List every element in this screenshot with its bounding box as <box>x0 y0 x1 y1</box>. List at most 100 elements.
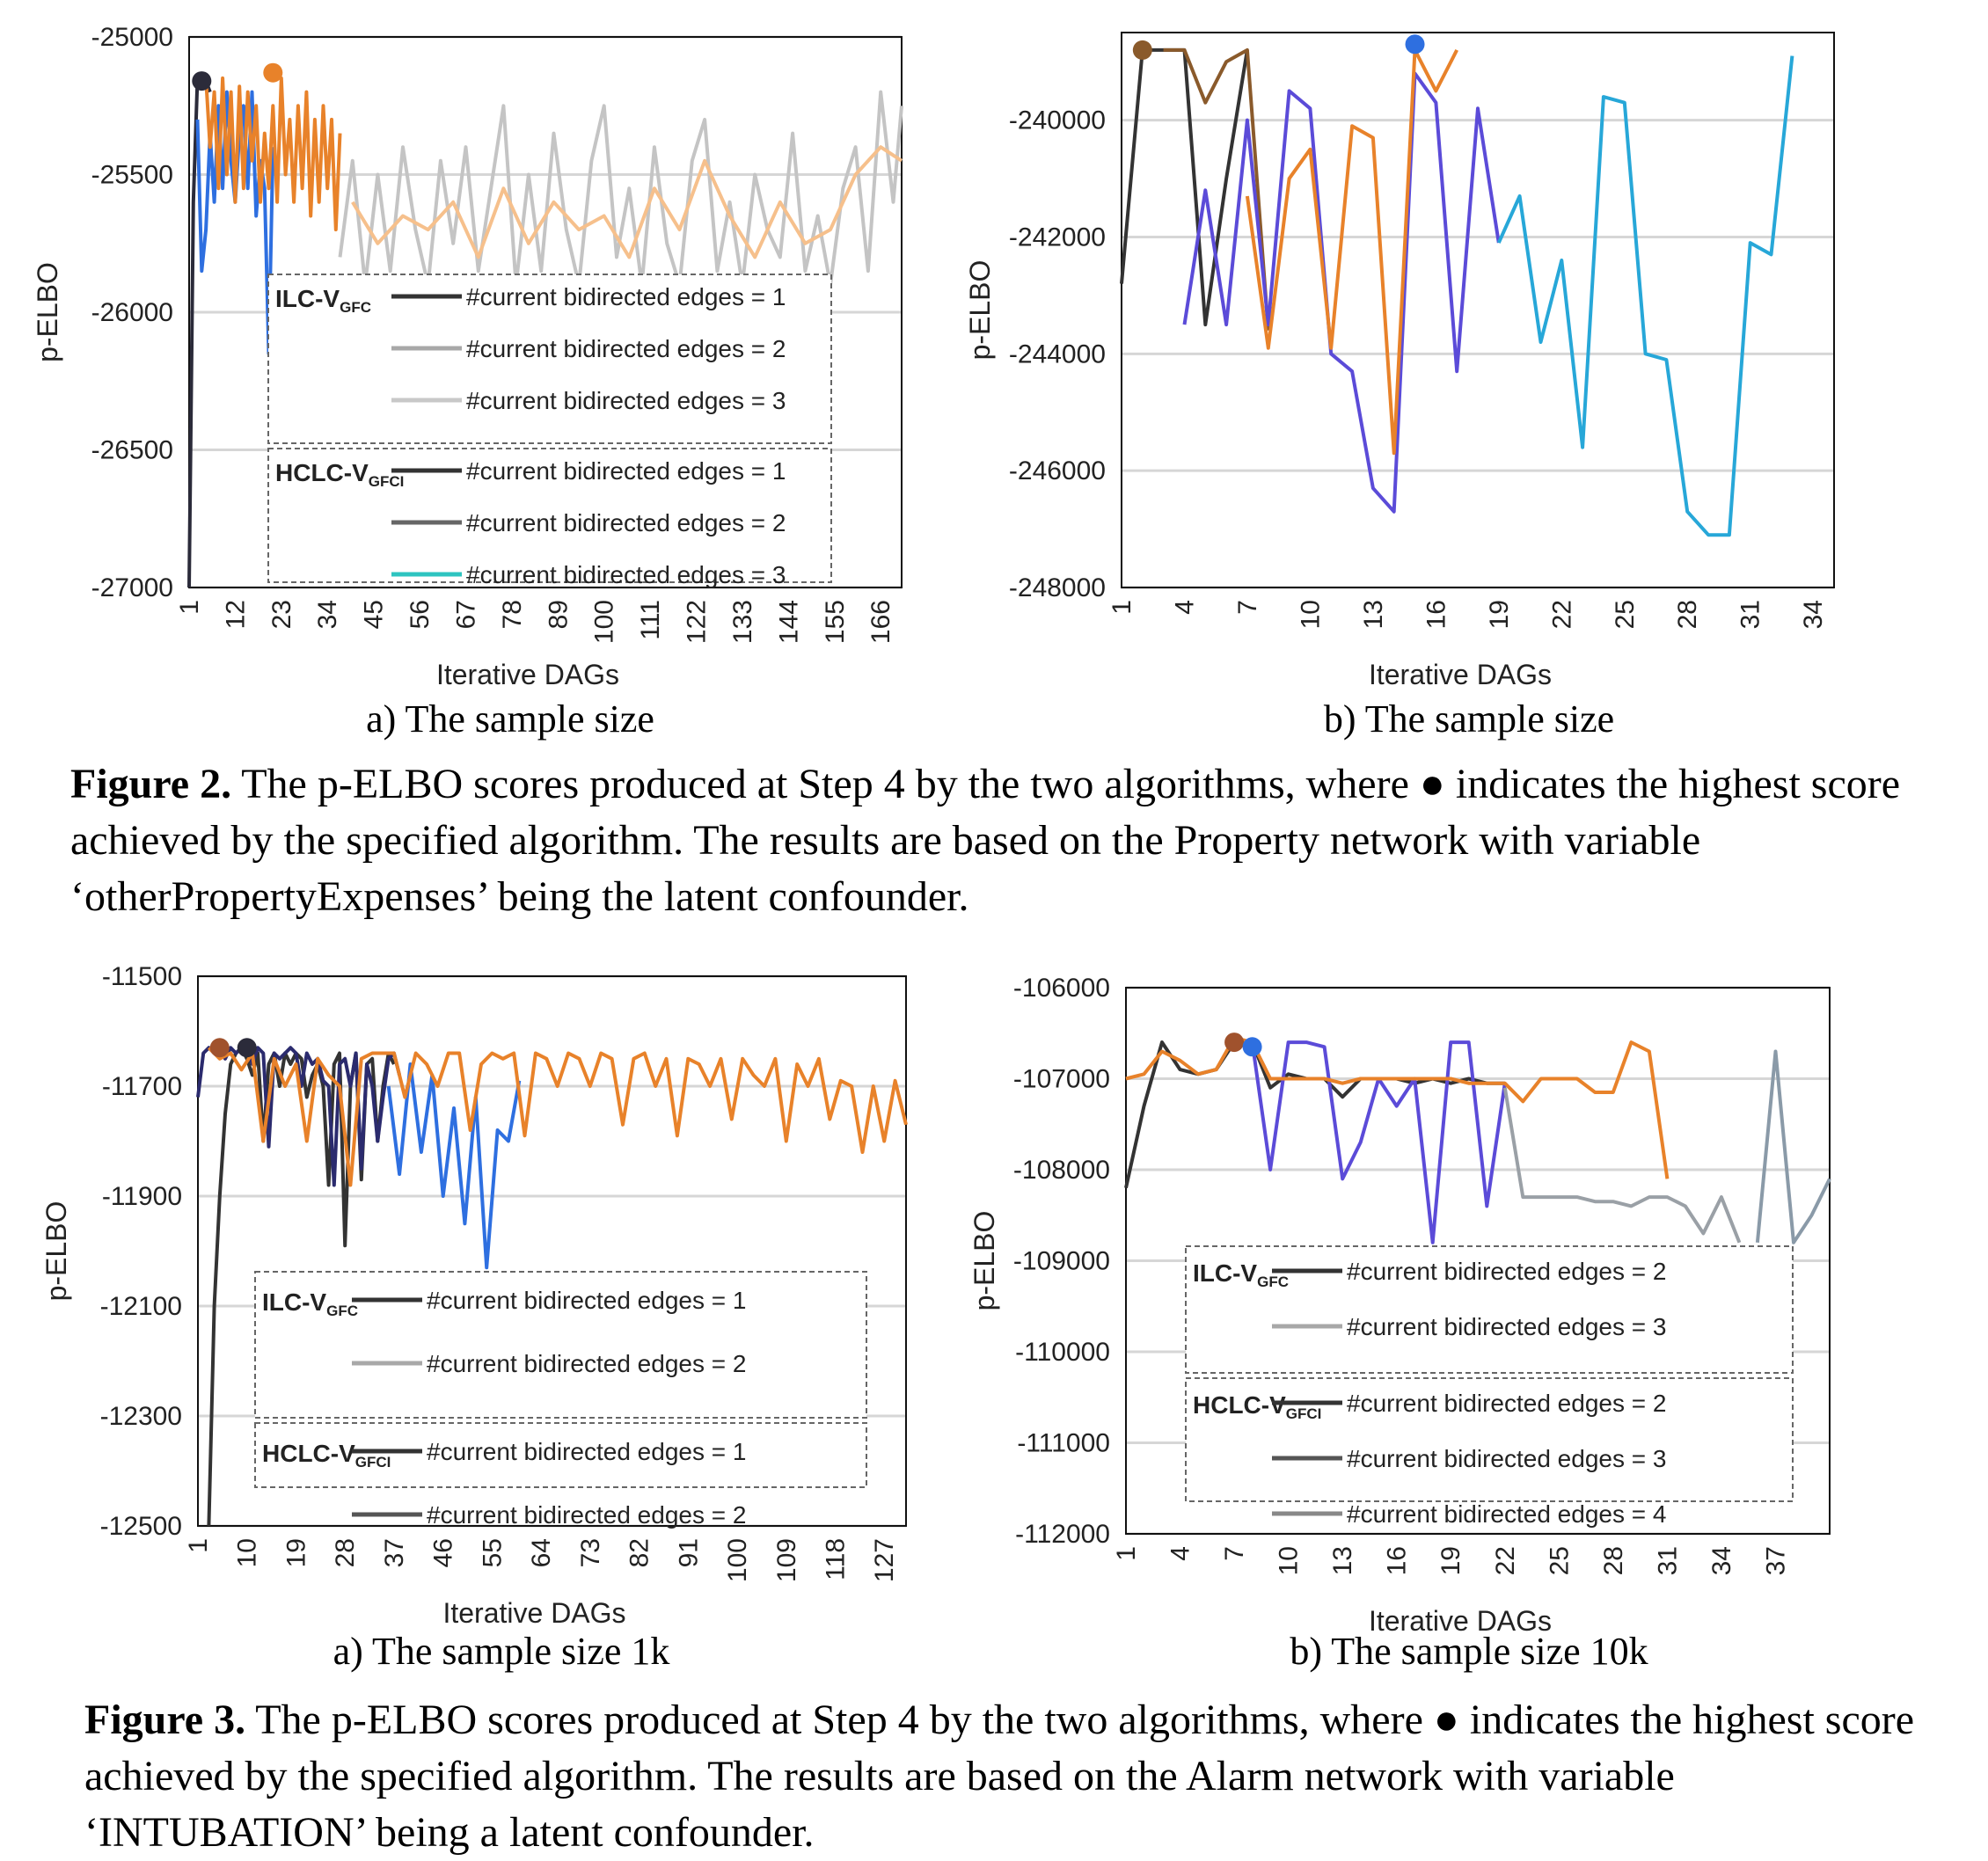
x-tick-label: 1 <box>1112 1546 1141 1561</box>
x-tick-label: 31 <box>1653 1546 1682 1575</box>
series-line <box>207 1046 908 1187</box>
x-tick-label: 28 <box>1599 1546 1628 1575</box>
y-tick-label: -109000 <box>1013 1247 1110 1276</box>
x-tick-label: 13 <box>1328 1546 1357 1575</box>
x-tick-label: 13 <box>1359 600 1388 629</box>
legend-entry-label: #current bidirected edges = 2 <box>466 509 786 536</box>
legend-box-2 <box>254 1422 867 1488</box>
legend-entry-label: #current bidirected edges = 3 <box>466 387 786 414</box>
x-tick-label: 25 <box>1545 1546 1574 1575</box>
y-tick-label: -11900 <box>102 1182 182 1211</box>
series-line <box>1496 55 1794 537</box>
x-tick-label: 28 <box>1673 600 1702 629</box>
x-tick-label: 22 <box>1547 600 1576 629</box>
x-tick-label: 10 <box>233 1538 262 1567</box>
chart-fig2a: -25000 -25500 -26000 -26500 -27000 1 12 23 34 45 5… <box>0 0 941 704</box>
plot-frame <box>197 975 907 1527</box>
x-tick-label: 16 <box>1422 600 1451 629</box>
y-tick-label: -12100 <box>100 1292 182 1321</box>
series-line <box>1250 1040 1507 1244</box>
y-axis-label: p-ELBO <box>32 262 63 362</box>
legend-algorithm-name: ILC-V <box>275 285 340 312</box>
x-tick-label: 4 <box>1166 1546 1195 1561</box>
x-tick-label: 55 <box>478 1538 507 1567</box>
plot-frame <box>1121 32 1835 588</box>
chart-fig3a: -11500 -11700 -11900 -12100 -12300 -12500 1 10 1… <box>0 950 950 1636</box>
y-tick-label: -107000 <box>1013 1065 1110 1094</box>
plot-frame <box>188 36 903 588</box>
legend-entry-label: #current bidirected edges = 1 <box>427 1438 746 1465</box>
legend-entry-label: #current bidirected edges = 2 <box>466 335 786 362</box>
y-tick-label: -11500 <box>102 962 182 991</box>
x-tick-label: 31 <box>1736 600 1765 629</box>
legend-algorithm-label: HCLC-VGFCI <box>1193 1391 1321 1422</box>
x-tick-label: 46 <box>429 1538 458 1567</box>
legend-entry-label: #current bidirected edges = 2 <box>427 1501 746 1529</box>
x-axis-label: Iterative DAGs <box>1369 1605 1552 1637</box>
legend-algorithm-subscript: GFCI <box>1286 1405 1322 1422</box>
y-tick-label: -240000 <box>1009 106 1106 135</box>
legend-algorithm-label: ILC-VGFC <box>275 285 371 316</box>
x-tick-label: 118 <box>822 1538 851 1580</box>
highest-score-marker <box>237 1038 257 1058</box>
y-tick-label: -244000 <box>1009 339 1106 369</box>
legend-entry-label: #current bidirected edges = 2 <box>1347 1390 1666 1417</box>
figure-3-caption: Figure 3. The p-ELBO scores produced at … <box>84 1692 1958 1861</box>
x-tick-label: 34 <box>313 600 342 629</box>
legend-box-1 <box>254 1271 867 1419</box>
legend-algorithm-label: HCLC-VGFCI <box>275 459 404 490</box>
x-tick-label: 19 <box>1436 1546 1465 1575</box>
caption-fig2a: a) The sample size <box>366 697 654 741</box>
x-tick-label: 1 <box>1107 600 1137 615</box>
x-tick-label: 28 <box>331 1538 360 1567</box>
x-tick-label: 144 <box>774 600 803 644</box>
x-tick-label: 100 <box>723 1538 752 1582</box>
series-line <box>1755 1049 1831 1244</box>
legend-entry-label: #current bidirected edges = 3 <box>466 561 786 588</box>
x-tick-label: 109 <box>772 1538 801 1582</box>
y-tick-label: -25000 <box>91 23 173 52</box>
series-line <box>1245 47 1458 456</box>
series-line <box>338 90 903 287</box>
x-tick-label: 122 <box>683 600 712 644</box>
x-tick-label: 166 <box>866 600 895 644</box>
legend-algorithm-subscript: GFCI <box>369 473 405 490</box>
series-line <box>1125 1035 1670 1179</box>
x-tick-label: 67 <box>451 600 480 629</box>
legend-algorithm-subscript: GFC <box>1257 1274 1289 1290</box>
legend-algorithm-name: ILC-V <box>1193 1259 1257 1287</box>
highest-score-marker <box>1242 1037 1262 1057</box>
y-axis-label: p-ELBO <box>964 260 996 361</box>
highest-score-marker <box>1224 1033 1245 1053</box>
legend-entry-label: #current bidirected edges = 3 <box>1347 1445 1666 1472</box>
x-tick-label: 37 <box>1761 1546 1790 1575</box>
x-tick-label: 78 <box>498 600 527 629</box>
legend-algorithm-name: HCLC-V <box>1193 1391 1286 1419</box>
legend-entry-label: #current bidirected edges = 3 <box>1347 1313 1666 1340</box>
legend-algorithm-label: HCLC-VGFCI <box>262 1440 391 1471</box>
figure-2-caption: Figure 2. The p-ELBO scores produced at … <box>70 756 1962 925</box>
legend-algorithm-name: HCLC-V <box>262 1440 355 1467</box>
chart-fig3b: -106000 -107000 -108000 -109000 -110000 -1110… <box>950 950 1918 1637</box>
legend-box-1 <box>1185 1245 1794 1374</box>
x-tick-label: 82 <box>625 1538 654 1567</box>
x-tick-label: 19 <box>281 1538 311 1567</box>
x-tick-label: 45 <box>360 600 389 629</box>
highest-score-marker <box>263 62 283 83</box>
series-line <box>196 1046 402 1187</box>
caption-fig3b: b) The sample size 10k <box>1290 1630 1648 1673</box>
x-tick-label: 22 <box>1491 1546 1520 1575</box>
x-tick-label: 23 <box>267 600 296 629</box>
x-tick-label: 25 <box>1611 600 1640 629</box>
highest-score-marker <box>1132 40 1152 60</box>
series-line <box>351 145 903 259</box>
x-axis-label: Iterative DAGs <box>1369 659 1552 690</box>
x-tick-label: 64 <box>527 1538 556 1567</box>
y-tick-label: -25500 <box>91 161 173 190</box>
x-tick-label: 37 <box>380 1538 409 1567</box>
caption-fig3a: a) The sample size 1k <box>333 1630 670 1673</box>
x-tick-label: 89 <box>544 600 573 629</box>
y-tick-label: -26000 <box>91 298 173 327</box>
